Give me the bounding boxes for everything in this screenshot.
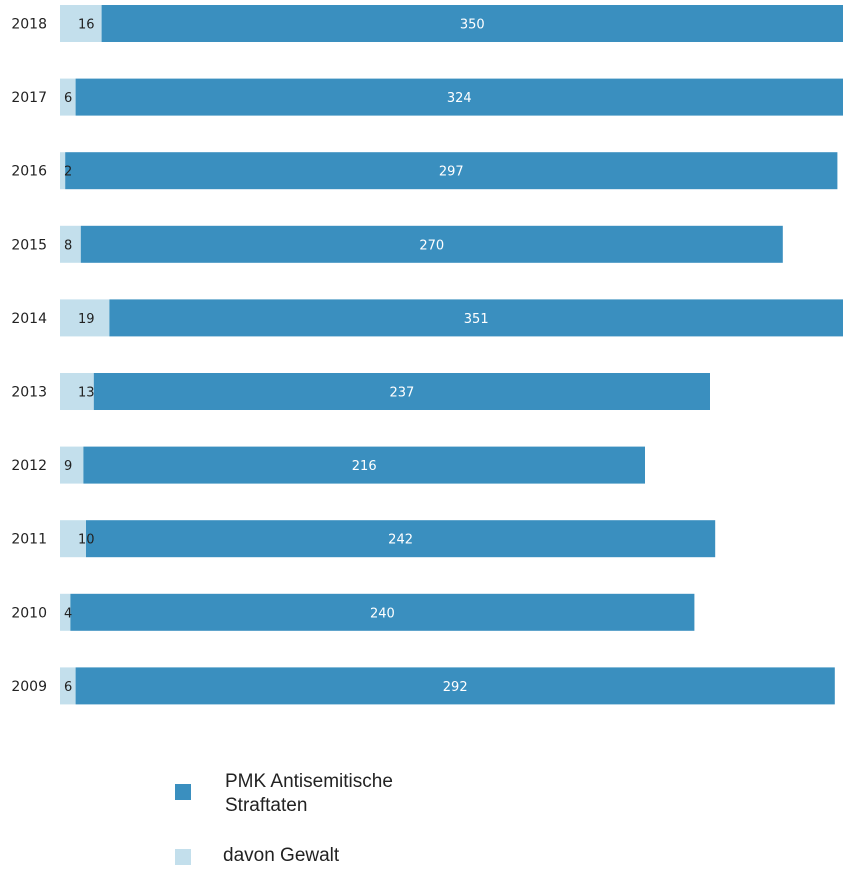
value-label-pmk: 351 xyxy=(464,312,489,327)
value-label-gewalt: 6 xyxy=(64,91,72,106)
value-label-pmk: 297 xyxy=(439,165,464,180)
legend-item-pmk: PMK Antisemitische Straftaten xyxy=(175,770,465,818)
year-label: 2012 xyxy=(11,458,47,474)
bars-group: 2018 16 350 2017 6 324 2016 2 297 2015 8 270 2014 19 3… xyxy=(11,5,843,705)
bar-segment-gewalt xyxy=(60,78,76,116)
year-label: 2015 xyxy=(11,237,47,253)
legend-label-gewalt: davon Gewalt xyxy=(223,845,340,866)
value-label-pmk: 350 xyxy=(460,18,485,33)
year-label: 2009 xyxy=(11,679,47,695)
year-label: 2016 xyxy=(11,164,47,180)
year-label: 2013 xyxy=(11,385,47,401)
value-label-gewalt: 16 xyxy=(78,18,95,33)
bar-segment-gewalt xyxy=(60,446,84,484)
bar-segment-gewalt xyxy=(60,152,66,190)
bar-segment-pmk xyxy=(75,78,843,116)
bar-segment-gewalt xyxy=(60,299,110,337)
year-label: 2010 xyxy=(11,605,47,621)
value-label-pmk: 270 xyxy=(419,238,444,253)
value-label-gewalt: 6 xyxy=(64,680,72,695)
legend-item-gewalt: davon Gewalt xyxy=(175,844,465,868)
value-label-gewalt: 4 xyxy=(64,606,72,621)
value-label-pmk: 240 xyxy=(370,606,395,621)
value-label-pmk: 292 xyxy=(443,680,468,695)
bar-segment-pmk xyxy=(75,667,835,705)
legend: PMK Antisemitische Straftaten davon Gewa… xyxy=(175,770,465,894)
bar-segment-gewalt xyxy=(60,225,81,263)
value-label-gewalt: 8 xyxy=(64,238,72,253)
bar-segment-gewalt xyxy=(60,520,86,558)
value-label-pmk: 237 xyxy=(389,386,414,401)
value-label-gewalt: 9 xyxy=(64,459,72,474)
value-label-pmk: 216 xyxy=(352,459,377,474)
year-label: 2017 xyxy=(11,90,47,106)
bar-segment-gewalt xyxy=(60,667,76,705)
value-label-pmk: 324 xyxy=(447,91,472,106)
year-label: 2011 xyxy=(11,532,47,548)
year-label: 2018 xyxy=(11,17,47,33)
bar-segment-pmk xyxy=(65,152,838,190)
value-label-gewalt: 13 xyxy=(78,386,95,401)
bar-chart: 2018 16 350 2017 6 324 2016 2 297 2015 8 270 2014 19 3… xyxy=(11,5,843,705)
bar-segment-pmk xyxy=(109,299,843,337)
bar-segment-gewalt xyxy=(60,373,94,410)
value-label-gewalt: 19 xyxy=(78,312,95,327)
year-label: 2014 xyxy=(11,311,47,327)
value-label-gewalt: 2 xyxy=(64,165,72,180)
bar-segment-pmk xyxy=(70,593,695,631)
bar-segment-gewalt xyxy=(60,593,71,631)
bar-segment-pmk xyxy=(83,446,645,484)
legend-swatch-pmk xyxy=(175,784,191,800)
bar-segment-gewalt xyxy=(60,5,102,42)
bar-segment-pmk xyxy=(93,373,711,410)
bar-segment-pmk xyxy=(101,5,843,42)
legend-swatch-gewalt xyxy=(175,849,191,865)
value-label-gewalt: 10 xyxy=(78,533,95,548)
legend-label-pmk: PMK Antisemitische Straftaten xyxy=(225,771,393,816)
bar-segment-pmk xyxy=(86,520,716,558)
bar-segment-pmk xyxy=(80,225,783,263)
value-label-pmk: 242 xyxy=(388,533,413,548)
